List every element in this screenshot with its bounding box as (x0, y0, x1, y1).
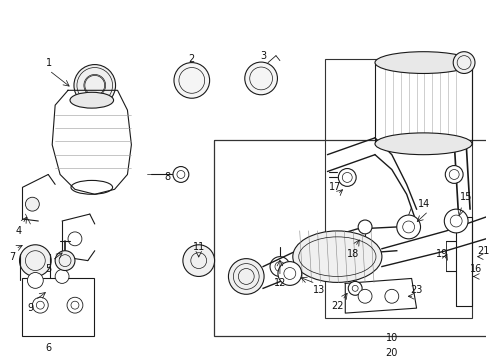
Text: 4: 4 (16, 226, 22, 236)
Text: 12: 12 (274, 278, 286, 288)
Ellipse shape (74, 64, 116, 106)
Text: 1: 1 (46, 58, 52, 68)
Text: 13: 13 (314, 285, 326, 295)
Circle shape (32, 297, 48, 313)
Circle shape (55, 270, 69, 283)
Circle shape (444, 209, 468, 233)
Ellipse shape (245, 62, 277, 95)
Circle shape (183, 245, 215, 276)
Text: 19: 19 (436, 249, 448, 259)
Circle shape (25, 197, 39, 211)
Text: 5: 5 (45, 264, 51, 274)
Text: 23: 23 (411, 285, 423, 295)
Text: 7: 7 (9, 252, 16, 262)
Circle shape (358, 220, 372, 234)
Circle shape (397, 215, 420, 239)
Ellipse shape (453, 52, 475, 73)
Circle shape (173, 167, 189, 183)
Text: 3: 3 (260, 51, 266, 60)
Text: 16: 16 (470, 264, 482, 274)
Text: 2: 2 (189, 54, 195, 64)
Ellipse shape (293, 231, 382, 282)
Text: 15: 15 (460, 192, 472, 202)
Circle shape (385, 289, 399, 303)
Text: 11: 11 (193, 242, 205, 252)
Circle shape (348, 282, 362, 295)
Text: 9: 9 (27, 303, 33, 313)
Bar (23, 278, 94, 336)
Text: 10: 10 (386, 333, 398, 343)
Ellipse shape (228, 258, 264, 294)
Ellipse shape (375, 52, 472, 73)
Text: 22: 22 (331, 301, 343, 311)
Ellipse shape (55, 251, 75, 270)
Ellipse shape (445, 166, 463, 183)
Text: 14: 14 (418, 199, 431, 209)
Ellipse shape (70, 92, 114, 108)
Bar (214, 140, 490, 336)
Ellipse shape (174, 63, 210, 98)
Circle shape (270, 257, 290, 276)
Circle shape (67, 297, 83, 313)
Text: 6: 6 (45, 343, 51, 353)
Text: 21: 21 (478, 246, 490, 256)
Text: 20: 20 (386, 348, 398, 358)
Circle shape (68, 232, 82, 246)
Text: 8: 8 (164, 172, 170, 183)
Circle shape (278, 262, 302, 285)
Ellipse shape (375, 133, 472, 155)
Circle shape (20, 245, 51, 276)
Text: 18: 18 (347, 249, 359, 259)
Ellipse shape (339, 168, 356, 186)
Circle shape (27, 273, 43, 288)
Text: 17: 17 (329, 183, 342, 192)
Circle shape (358, 289, 372, 303)
Bar (325, 59, 472, 318)
